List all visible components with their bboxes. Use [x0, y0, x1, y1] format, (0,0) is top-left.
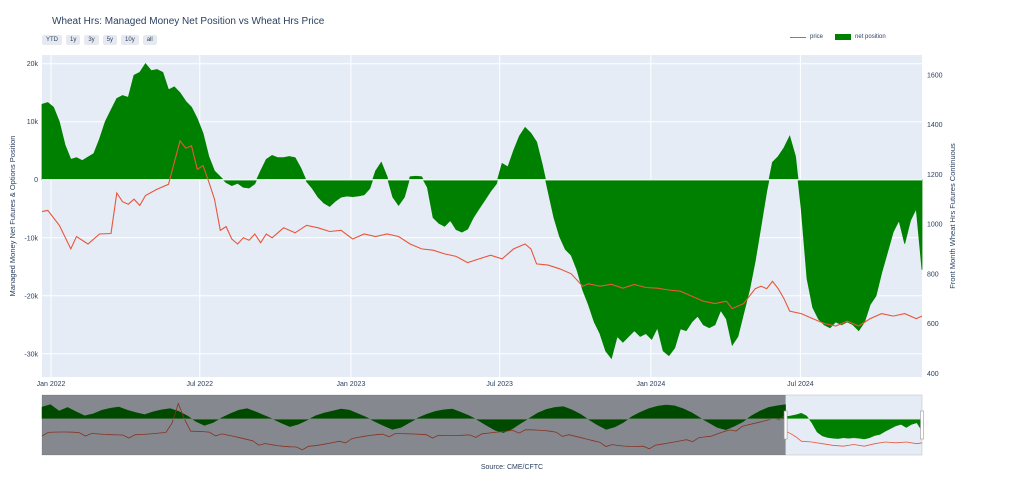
navigator-net-history	[41, 404, 786, 433]
y2-tick-label: 1000	[927, 222, 943, 229]
x-tick-label: Jan 2024	[636, 381, 665, 388]
navigator-handle-right	[920, 410, 924, 440]
x-tick-label: Jan 2022	[37, 381, 66, 388]
y-axis-title: Managed Money Net Futures & Options Posi…	[8, 136, 17, 297]
navigator-net-recent	[785, 412, 923, 440]
y2-tick-label: 800	[927, 271, 939, 278]
navigator-price-history	[41, 402, 786, 451]
net-position-fill-swatch	[835, 34, 852, 40]
x-tick-label: Jul 2023	[486, 381, 513, 388]
y2-tick-label: 400	[927, 371, 939, 378]
y-tick-label: -10k	[24, 235, 38, 242]
legend: price net position	[790, 34, 886, 40]
x-tick-label: Jul 2024	[787, 381, 814, 388]
range-button-ytd[interactable]: YTD	[42, 35, 62, 45]
navigator-price-recent	[785, 430, 923, 447]
legend-item-net-position[interactable]: net position	[835, 34, 886, 40]
y-tick-label: 0	[34, 177, 38, 184]
x-tick-label: Jan 2023	[337, 381, 366, 388]
x-tick-label: Jul 2022	[187, 381, 214, 388]
range-button-all[interactable]: all	[142, 35, 157, 45]
price-line	[41, 139, 923, 327]
legend-label-price: price	[810, 34, 824, 40]
legend-label-net-position: net position	[855, 34, 886, 40]
y-tick-label: 10k	[27, 119, 39, 126]
y2-tick-label: 1200	[927, 172, 943, 179]
source-note: Source: CME/CFTC	[480, 464, 544, 471]
chart-title: Wheat Hrs: Managed Money Net Position vs…	[52, 16, 325, 27]
range-button-10y[interactable]: 10y	[121, 35, 139, 45]
net-position-area	[41, 63, 923, 360]
y-tick-label: 20k	[27, 61, 39, 68]
range-button-5y[interactable]: 5y	[102, 35, 118, 45]
y-tick-label: -20k	[24, 293, 38, 300]
y2-tick-label: 1600	[927, 72, 943, 79]
legend-item-price[interactable]: price	[790, 34, 823, 40]
navigator-background	[41, 394, 923, 456]
range-selector: YTD 1y 3y 5y 10y all	[42, 35, 157, 45]
price-line-swatch	[790, 36, 806, 38]
y2-tick-label: 600	[927, 321, 939, 328]
y-tick-label: -30k	[24, 351, 38, 358]
navigator-handle-left	[783, 410, 788, 440]
range-button-3y[interactable]: 3y	[84, 35, 99, 45]
navigator-mask	[42, 395, 786, 455]
range-button-1y[interactable]: 1y	[66, 35, 81, 45]
y2-tick-label: 1400	[927, 122, 943, 129]
y2-axis-title: Front Month Wheat Hrs Futures Continuous	[948, 143, 957, 289]
